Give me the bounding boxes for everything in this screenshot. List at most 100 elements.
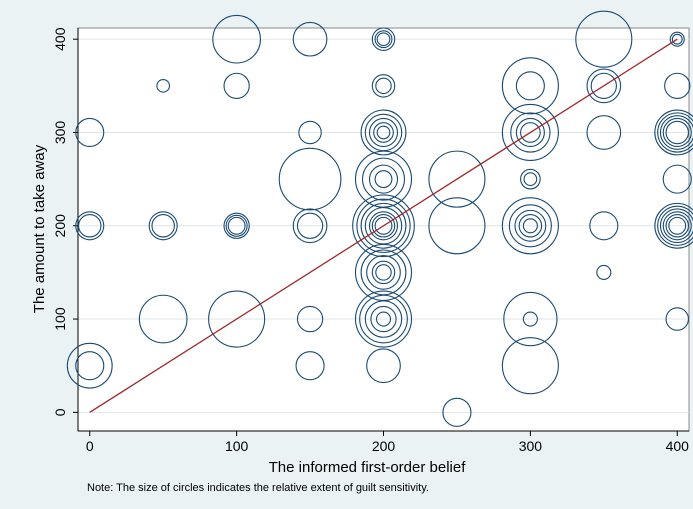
data-point-circle [366, 348, 401, 384]
data-point-circle [361, 157, 406, 201]
data-point-circle [501, 57, 559, 115]
data-point-circle [522, 311, 538, 327]
data-point-circle [374, 216, 393, 235]
data-point-circle [520, 168, 541, 190]
reference-line-layer [89, 38, 678, 413]
x-tick-label: 400 [666, 438, 690, 454]
data-point-circle [371, 27, 396, 51]
data-point-circle [374, 30, 393, 49]
data-point-circle [373, 122, 394, 143]
data-points [66, 10, 693, 427]
data-point-circle [662, 117, 692, 148]
data-point-circle [510, 112, 551, 153]
data-point-circle [589, 211, 619, 241]
data-point-circle [151, 214, 175, 238]
data-point-circle [657, 112, 693, 153]
data-point-circle [586, 115, 622, 150]
data-point-circle [156, 78, 171, 93]
data-point-circle [138, 294, 188, 344]
data-point-circle [356, 198, 411, 253]
data-point-circle [368, 211, 399, 241]
data-point-circle [360, 109, 407, 156]
data-point-circle [212, 14, 261, 64]
data-point-circle [371, 74, 396, 98]
data-point-circle [360, 202, 407, 249]
y-tick-label: 300 [52, 121, 68, 145]
data-point-circle [665, 214, 689, 238]
y-axis-title: The amount to take away [31, 144, 48, 313]
data-point-circle [590, 72, 617, 99]
data-point-circle [66, 342, 113, 389]
data-point-circle [515, 117, 545, 148]
data-point-circle [359, 294, 408, 344]
data-point-circle [501, 197, 559, 255]
data-point-circle [442, 397, 472, 427]
data-point-circle [659, 208, 693, 244]
data-point-circle [78, 214, 102, 238]
data-point-circle [295, 351, 325, 381]
y-tick-label: 0 [52, 408, 68, 416]
x-tick-label: 200 [372, 438, 396, 454]
data-point-circle [354, 290, 413, 348]
data-point-circle [292, 208, 328, 244]
data-point-circle [296, 305, 324, 333]
data-point-circle [518, 214, 543, 238]
data-point-circle [515, 71, 545, 101]
data-point-circle [376, 32, 391, 47]
data-point-circle [374, 170, 393, 189]
data-point-circle [669, 31, 685, 47]
data-point-circle [366, 255, 401, 290]
x-tick-label: 0 [86, 438, 94, 454]
data-point-circle [596, 264, 612, 280]
data-point-circle [375, 77, 392, 95]
data-point-circle [520, 122, 541, 143]
data-point-circle [657, 205, 693, 246]
data-point-circle [371, 214, 396, 238]
data-point-circle [514, 209, 547, 242]
data-point-circle [298, 120, 322, 145]
data-point-circle [223, 212, 250, 239]
data-point-circle [368, 117, 399, 148]
data-point-circle [375, 264, 392, 281]
data-point-circle [654, 202, 693, 249]
figure-note: Note: The size of circles indicates the … [87, 482, 429, 494]
data-point-circle [665, 120, 689, 145]
data-point-circle [208, 290, 266, 348]
data-point-circle [662, 164, 692, 194]
data-point-circle [148, 211, 178, 241]
data-point-circle [296, 212, 324, 239]
y-tick-label: 200 [52, 214, 68, 238]
data-point-circle [575, 10, 633, 68]
data-point-circle [75, 211, 105, 241]
data-point-circle [364, 300, 403, 338]
data-point-circle [501, 103, 559, 162]
data-point-circle [586, 68, 622, 104]
data-point-circle [428, 197, 486, 255]
data-point-circle [654, 109, 693, 156]
data-point-circle [501, 337, 559, 395]
data-point-circle [352, 194, 415, 258]
data-point-circle [523, 172, 538, 186]
data-point-circle [665, 307, 689, 331]
data-point-circle [671, 33, 683, 45]
data-point-circle [370, 305, 397, 333]
data-point-circle [371, 260, 396, 285]
x-axis-title: The informed first-order belief [269, 459, 467, 476]
data-point-circle [376, 125, 391, 140]
data-point-circle [225, 214, 248, 237]
data-point-circle [503, 291, 558, 347]
data-point-circle [662, 211, 692, 241]
y-tick-label: 100 [52, 307, 68, 331]
data-point-circle [659, 115, 693, 150]
data-point-circle [664, 72, 691, 99]
data-point-circle [292, 21, 328, 57]
reference-line [89, 38, 678, 413]
data-point-circle [75, 351, 105, 381]
data-point-circle [522, 218, 538, 234]
x-tick-label: 100 [225, 438, 249, 454]
y-tick-label: 400 [52, 27, 68, 51]
data-point-circle [75, 117, 105, 148]
data-point-circle [508, 204, 552, 248]
